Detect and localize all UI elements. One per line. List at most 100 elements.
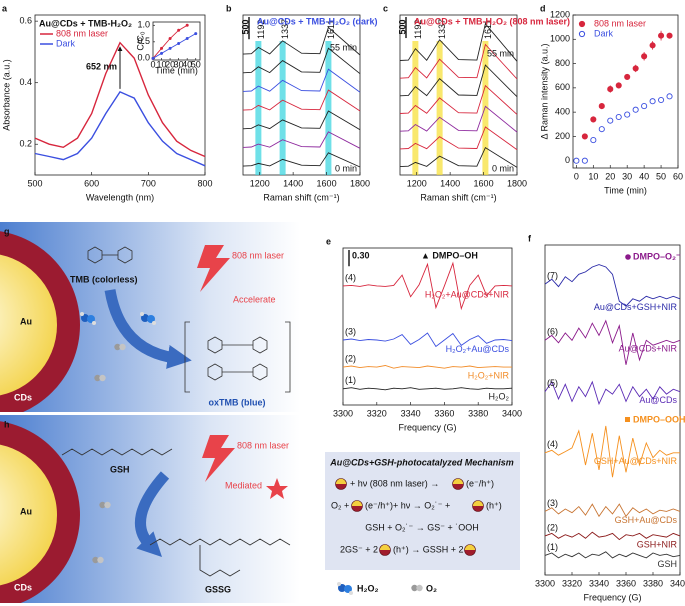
x-tick-label: 1400 [440,178,460,188]
legend-label: 808 nm laser [56,28,108,38]
point [615,82,622,89]
annotation: DMPO–OOH [633,414,685,424]
point [649,42,656,49]
x-tick-label: 1600 [474,178,494,188]
x-tick-label: 3340 [589,578,609,588]
y-tick-label: 800 [555,58,570,68]
y-tick-label: 400 [555,107,570,117]
legend-label: O₂ [426,583,437,593]
point [666,32,673,39]
legend-label: Dark [594,28,614,38]
x-tick-label: 3360 [616,578,636,588]
scale-label: 500 [397,19,407,34]
x-tick-label: 50 [191,59,201,69]
catalyst-icon [452,478,464,490]
panel-title: Au@CDs + TMB-H₂O₂ (dark) [257,16,378,26]
x-axis-label: Raman shift (cm⁻¹) [263,192,339,202]
catalyst-icon [464,544,476,556]
series-line [242,131,361,149]
point [658,96,665,104]
x-tick-label: 3400 [670,578,685,588]
series-line [242,26,361,56]
x-tick-label: 60 [673,171,683,181]
mechanism-title: Au@CDs+GSH-photocatalyzed Mechanism [329,457,514,467]
x-tick-label: 3400 [502,408,522,418]
legend-swatch [578,20,586,28]
x-tick-label: 3360 [434,408,454,418]
mechanism-text: (e⁻/h⁺)+ hν → O₂˙⁻ + [365,500,450,510]
trace-label: Au@CDs+GSH+NIR [594,302,678,312]
series-line [34,91,206,167]
nanoparticle [0,421,80,603]
x-tick-label: 1200 [407,178,427,188]
series-line [242,68,361,93]
series-line [399,146,518,168]
series-line [342,261,513,311]
peak-band [325,41,332,175]
gssg-branch [199,545,241,577]
x-tick-label: 3300 [333,408,353,418]
y-tick-label: 1.0 [137,20,150,30]
oxtmb-molecule [184,321,291,393]
panel-label: e [326,236,331,246]
trace-index: (3) [345,326,356,336]
series-line [342,387,513,391]
point [581,133,588,140]
point [632,65,639,72]
trace-index: (7) [547,270,558,280]
y-axis-label: C/C₀ [135,31,145,50]
plot-frame [242,14,361,176]
x-axis-label: Frequency (G) [583,592,641,602]
laser-bolt [197,245,230,292]
reactant-label: TMB (colorless) [70,274,138,284]
point [581,157,588,164]
legend-title: ▲ DMPO–OH [421,250,478,260]
scale-label: 500 [240,19,250,34]
legend-label: Dark [56,38,76,48]
panel-label: f [528,233,532,243]
point [573,157,580,164]
series-line [242,47,361,75]
series-line [399,105,518,133]
x-axis-label: Frequency (G) [398,422,456,432]
x-tick-label: 10 [588,171,598,181]
x-tick-label: 3320 [562,578,582,588]
x-tick-label: 3300 [535,578,555,588]
peak-band [412,41,419,175]
trace-label: GSH+Au@CDs [615,515,678,525]
legend-title: Au@CDs + TMB-H₂O₂ [39,18,132,28]
trace-label: Au@CDs [639,395,677,405]
trace-label: H₂O₂+Au@CDs+NIR [425,289,510,299]
y-tick-label: 0 [565,155,570,165]
series-line [544,531,681,541]
series-line [399,64,518,98]
x-tick-label: 1800 [507,178,527,188]
point [624,111,631,118]
legend-label: 808 nm laser [594,18,646,28]
peak-band [482,41,489,175]
time-label: 0 min [492,163,514,173]
series-line [152,33,196,59]
point [658,32,665,39]
x-axis-label: Raman shift (cm⁻¹) [420,192,496,202]
product-label: GSSG [205,584,231,594]
point [607,117,614,124]
series-line [342,332,513,348]
point [666,93,673,100]
reactant-label: GSH [110,464,130,474]
tmb-molecule [87,246,133,264]
point [598,126,605,133]
annotation: 652 nm [86,62,117,72]
x-tick-label: 30 [174,59,184,69]
series-line [544,425,680,478]
catalyst-icon [379,544,391,556]
trace-label: H₂O₂+NIR [468,370,510,380]
y-tick-label: 1200 [550,9,570,19]
star [266,478,288,499]
x-tick-label: 3380 [468,408,488,418]
time-label: 0 min [335,163,357,173]
peak-band [255,41,262,175]
point [590,137,597,144]
peak-band [279,41,286,175]
